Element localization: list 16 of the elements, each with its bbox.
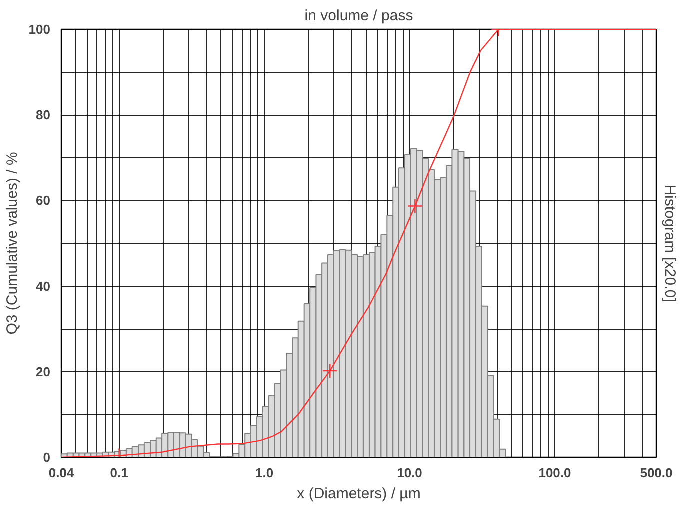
y-tick-label: 100 (28, 22, 51, 37)
y-axis-title: Q3 (Cumulative values) / % (4, 152, 21, 335)
y-tick-label: 80 (36, 108, 51, 123)
x-tick-label: 10.0 (397, 466, 422, 480)
x-tick-label: 1.0 (255, 466, 274, 480)
y-tick-label: 40 (36, 278, 51, 294)
x-tick-label: 500.0 (640, 466, 673, 480)
x-axis-title: x (Diameters) / µm (297, 486, 421, 502)
x-tick-label: 0.04 (48, 466, 75, 480)
y-tick-label: 60 (36, 193, 51, 208)
x-tick-label: 0.1 (110, 466, 128, 480)
chart-title: in volume / pass (304, 8, 414, 24)
y-tick-label: 20 (36, 364, 51, 380)
y2-axis-title: Histogram [x20.0] (662, 184, 678, 302)
x-tick-label: 100.0 (538, 466, 572, 480)
y-tick-label: 0 (43, 450, 51, 465)
